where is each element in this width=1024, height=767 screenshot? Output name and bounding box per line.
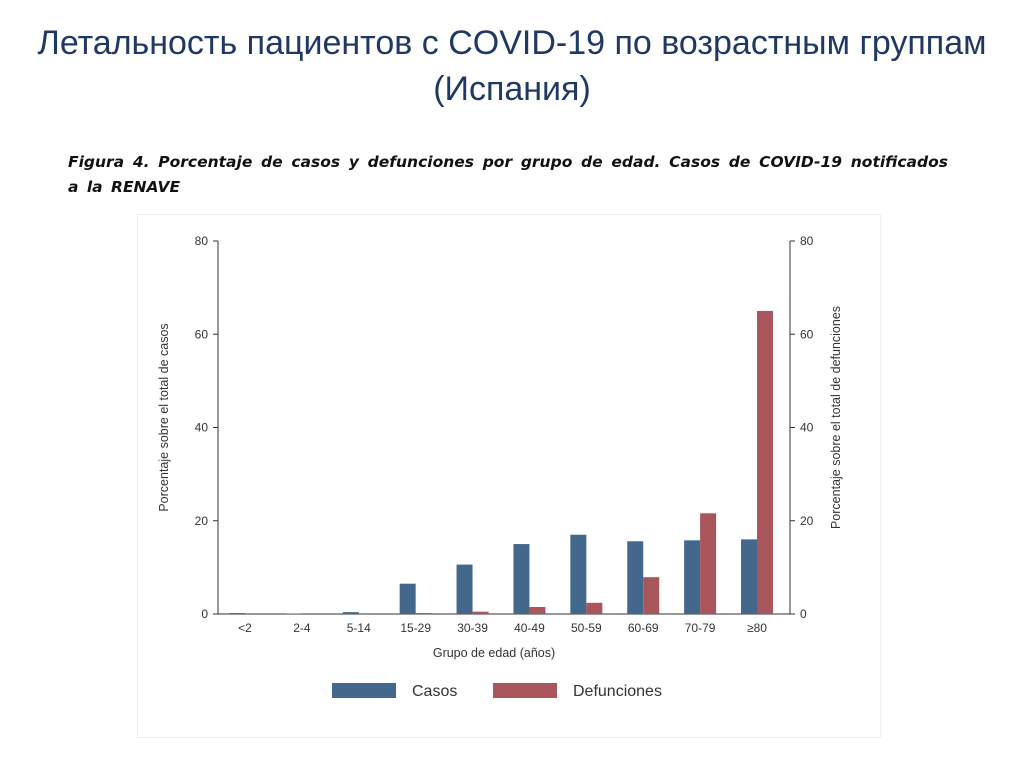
right-tick-label: 40 (800, 421, 814, 435)
bar-casos (513, 544, 530, 614)
bar-casos (342, 612, 359, 614)
x-tick-label: <2 (238, 621, 252, 635)
bar-defunciones (415, 613, 432, 614)
right-tick-label: 80 (800, 234, 814, 248)
bar-defunciones (700, 513, 717, 614)
x-tick-label: 15-29 (400, 621, 431, 635)
chart-panel (137, 214, 881, 738)
slide-title: Летальность пациентов с COVID-19 по возр… (0, 20, 1024, 112)
legend-label-defunciones: Defunciones (573, 683, 662, 700)
bar-casos (456, 564, 473, 614)
bar-casos (229, 613, 245, 614)
x-tick-label: 40-49 (514, 621, 545, 635)
right-tick-label: 60 (800, 327, 814, 341)
figure-caption: Figura 4. Porcentaje de casos y defuncio… (68, 153, 948, 196)
x-tick-label: ≥80 (747, 621, 767, 635)
left-axis-label: Porcentaje sobre el total de casos (157, 323, 171, 511)
left-tick-label: 80 (195, 234, 209, 248)
left-tick-label: 20 (195, 514, 209, 528)
bar-casos (741, 539, 757, 614)
right-axis-label: Porcentaje sobre el total de defunciones (829, 306, 843, 529)
slide-title-line1: Летальность пациентов с COVID-19 по возр… (37, 24, 987, 62)
left-tick-label: 40 (195, 421, 209, 435)
bar-casos (399, 583, 416, 614)
bar-defunciones (529, 607, 546, 614)
bar-defunciones (472, 611, 489, 614)
x-tick-label: 2-4 (293, 621, 311, 635)
x-tick-label: 5-14 (347, 621, 371, 635)
right-tick-label: 20 (800, 514, 814, 528)
bar-casos (570, 534, 587, 614)
bar-casos (684, 540, 701, 614)
left-tick-label: 60 (195, 327, 209, 341)
x-tick-label: 70-79 (685, 621, 716, 635)
legend-swatch-defunciones (493, 683, 557, 698)
right-tick-label: 0 (800, 607, 807, 621)
left-tick-label: 0 (201, 607, 208, 621)
slide-title-line2: (Испания) (433, 70, 591, 108)
x-tick-label: 60-69 (628, 621, 659, 635)
bar-defunciones (643, 577, 660, 614)
legend-swatch-casos (332, 683, 396, 698)
bar-casos (627, 541, 644, 614)
bar-defunciones (586, 602, 603, 614)
x-tick-label: 50-59 (571, 621, 602, 635)
x-axis-label: Grupo de edad (años) (433, 646, 555, 660)
bar-defunciones (757, 310, 773, 614)
x-tick-label: 30-39 (457, 621, 488, 635)
legend-label-casos: Casos (412, 683, 457, 700)
